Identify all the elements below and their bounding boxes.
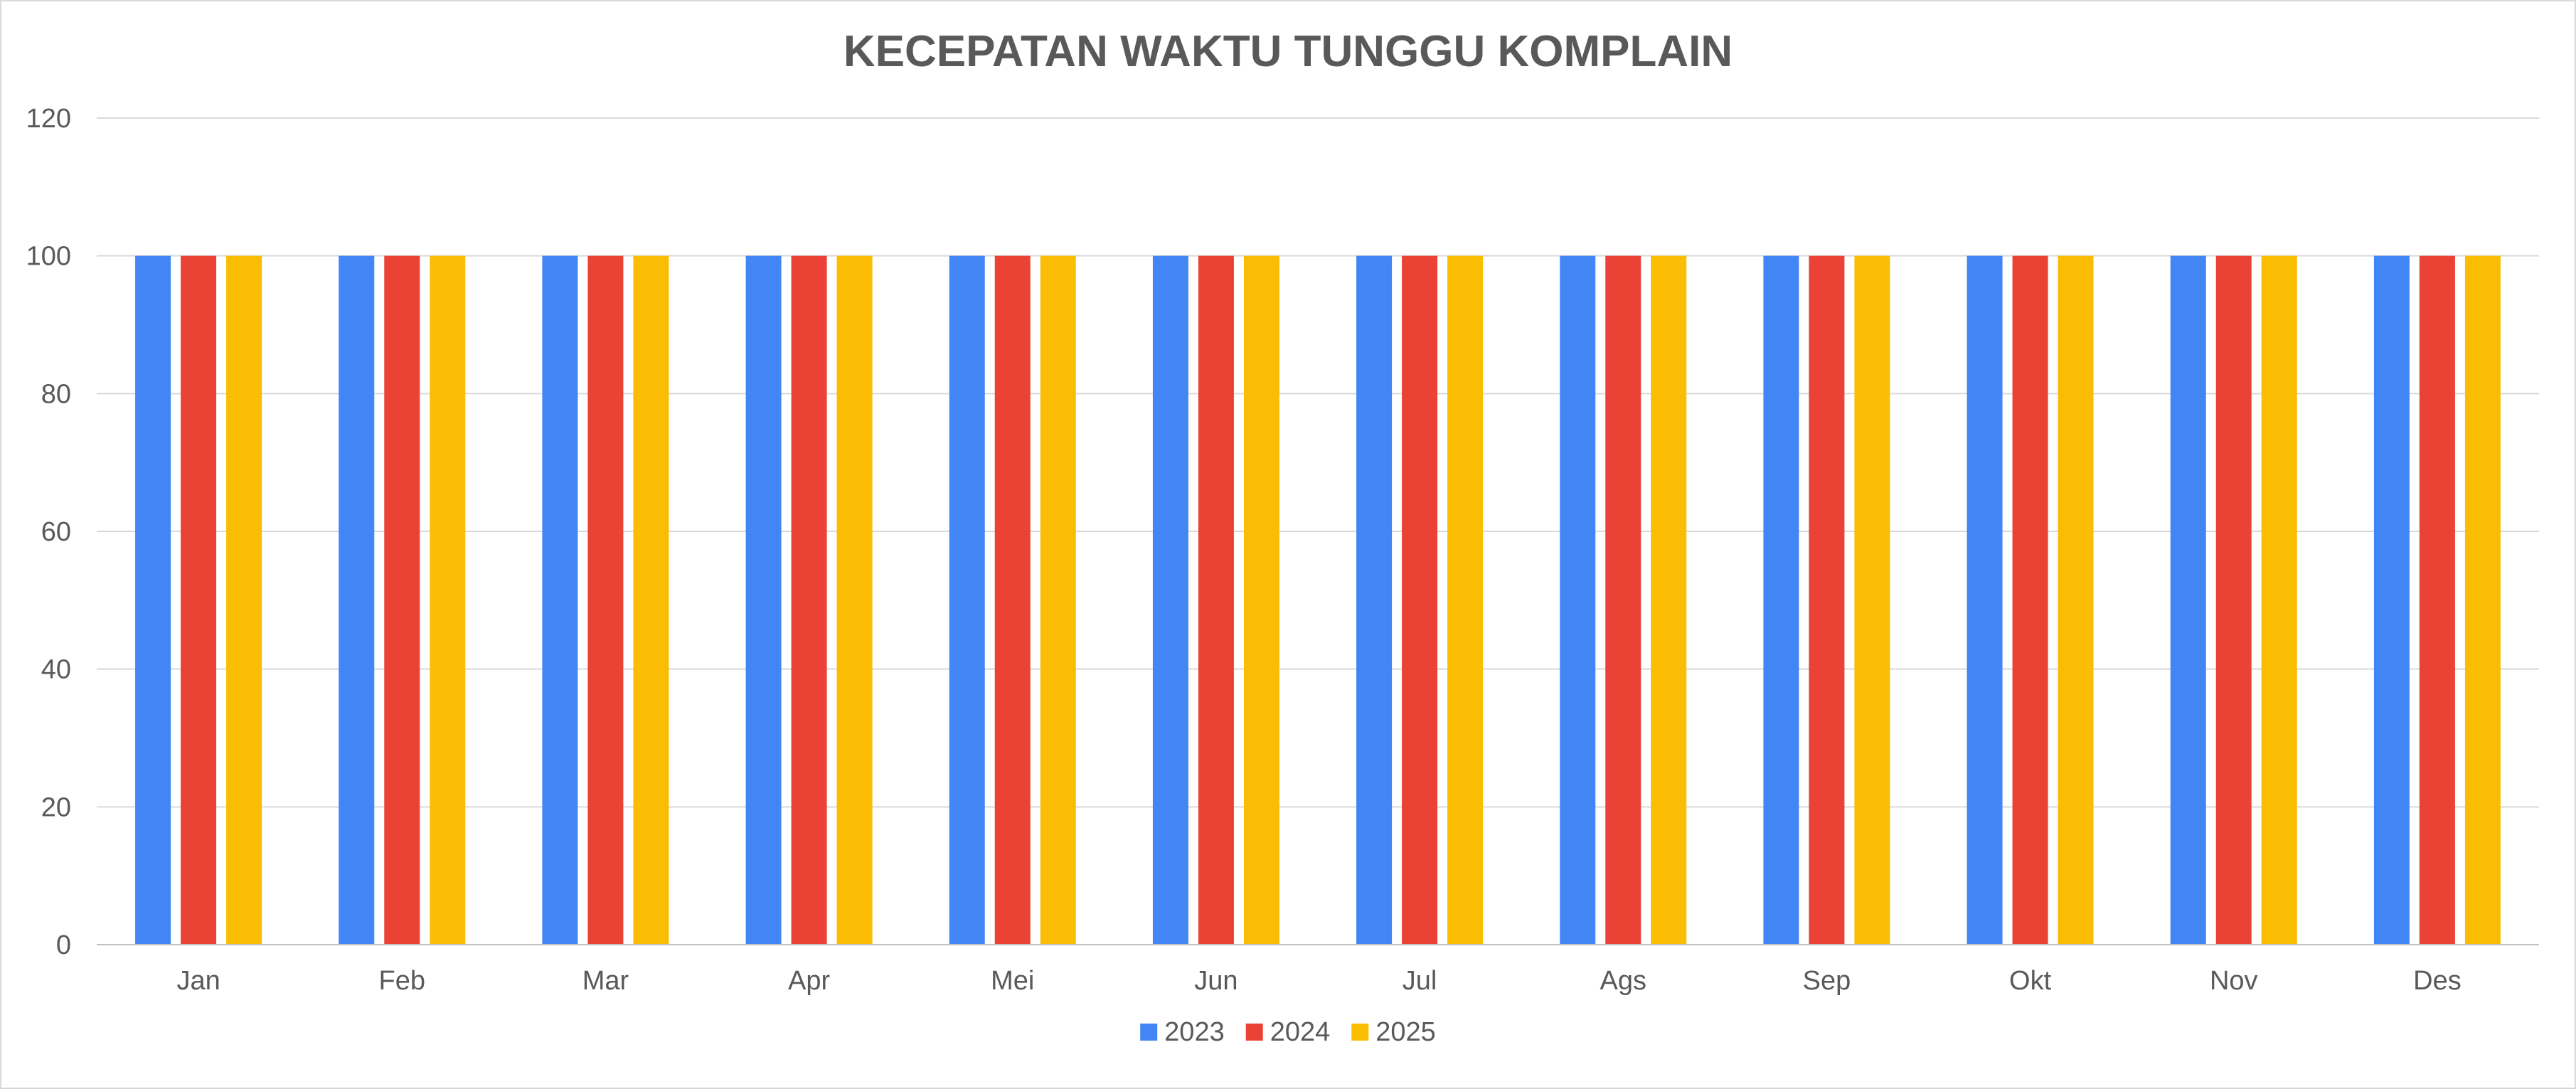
bar-2023-jun[interactable] — [1152, 255, 1188, 945]
bar-2024-feb[interactable] — [384, 255, 420, 945]
bar-2023-okt[interactable] — [1966, 255, 2003, 945]
bar-2024-okt[interactable] — [2012, 255, 2048, 945]
bar-2023-mei[interactable] — [949, 255, 985, 945]
y-tick-label: 40 — [41, 655, 71, 685]
x-tick-label: Jun — [1194, 966, 1238, 996]
y-tick-label: 60 — [41, 517, 71, 547]
x-tick-label: Apr — [788, 966, 830, 996]
bar-2024-apr[interactable] — [791, 255, 827, 945]
x-tick-label: Sep — [1803, 966, 1851, 996]
bar-2025-mei[interactable] — [1040, 255, 1076, 945]
x-tick-label: Jan — [176, 966, 220, 996]
y-tick-label: 0 — [56, 930, 71, 960]
y-tick-label: 80 — [41, 379, 71, 409]
bar-2024-ags[interactable] — [1605, 255, 1641, 945]
bar-2025-mar[interactable] — [633, 255, 669, 945]
bar-2024-jan[interactable] — [181, 255, 217, 945]
bar-2023-des[interactable] — [2373, 255, 2410, 945]
bar-2023-nov[interactable] — [2170, 255, 2206, 945]
x-tick-label: Feb — [379, 966, 425, 996]
x-tick-label: Des — [2413, 966, 2461, 996]
bar-2024-mar[interactable] — [587, 255, 624, 945]
bar-2024-mei[interactable] — [994, 255, 1031, 945]
x-tick-label: Mar — [582, 966, 629, 996]
y-tick-label: 120 — [26, 104, 71, 134]
legend[interactable]: 2023 2024 2025 — [1140, 1017, 1436, 1047]
bar-2024-sep[interactable] — [1809, 255, 1845, 945]
chart-title: KECEPATAN WAKTU TUNGGU KOMPLAIN — [843, 27, 1733, 76]
bar-2024-jul[interactable] — [1402, 255, 1438, 945]
x-axis-ticks: Jan Feb Mar Apr Mei Jun Jul Ags Sep Okt Nov Des — [176, 966, 2461, 996]
legend-swatch — [1245, 1024, 1263, 1041]
legend-item-2023[interactable]: 2023 — [1140, 1017, 1225, 1047]
legend-swatch — [1351, 1024, 1369, 1041]
legend-label: 2025 — [1375, 1017, 1436, 1047]
bar-2023-sep[interactable] — [1763, 255, 1799, 945]
x-tick-label: Okt — [2009, 966, 2052, 996]
bar-2025-jul[interactable] — [1447, 255, 1484, 945]
bar-2025-apr[interactable] — [836, 255, 873, 945]
bar-2025-jan[interactable] — [226, 255, 262, 945]
bar-2025-ags[interactable] — [1651, 255, 1687, 945]
bar-2025-des[interactable] — [2464, 255, 2501, 945]
bar-2023-apr[interactable] — [745, 255, 782, 945]
y-tick-label: 20 — [41, 792, 71, 822]
bar-2025-feb[interactable] — [430, 255, 466, 945]
bars — [135, 255, 2501, 945]
bar-2024-des[interactable] — [2419, 255, 2455, 945]
legend-label: 2023 — [1164, 1017, 1225, 1047]
legend-label: 2024 — [1270, 1017, 1331, 1047]
bar-2023-feb[interactable] — [339, 255, 375, 945]
bar-2025-okt[interactable] — [2058, 255, 2094, 945]
bar-2023-ags[interactable] — [1560, 255, 1596, 945]
gridlines — [97, 117, 2539, 808]
y-axis-ticks: 0 20 40 60 80 100 120 — [26, 104, 71, 960]
bar-2024-jun[interactable] — [1198, 255, 1234, 945]
bar-2025-nov[interactable] — [2261, 255, 2297, 945]
x-tick-label: Jul — [1403, 966, 1437, 996]
x-tick-label: Nov — [2210, 966, 2258, 996]
bar-2025-sep[interactable] — [1854, 255, 1890, 945]
x-tick-label: Mei — [991, 966, 1034, 996]
legend-item-2025[interactable]: 2025 — [1351, 1017, 1436, 1047]
y-tick-label: 100 — [26, 242, 71, 272]
bar-2025-jun[interactable] — [1243, 255, 1279, 945]
bar-2023-mar[interactable] — [542, 255, 578, 945]
bar-2023-jul[interactable] — [1356, 255, 1393, 945]
bar-2023-jan[interactable] — [135, 255, 171, 945]
legend-swatch — [1140, 1024, 1158, 1041]
x-tick-label: Ags — [1600, 966, 1646, 996]
legend-item-2024[interactable]: 2024 — [1245, 1017, 1331, 1047]
bar-2024-nov[interactable] — [2215, 255, 2252, 945]
